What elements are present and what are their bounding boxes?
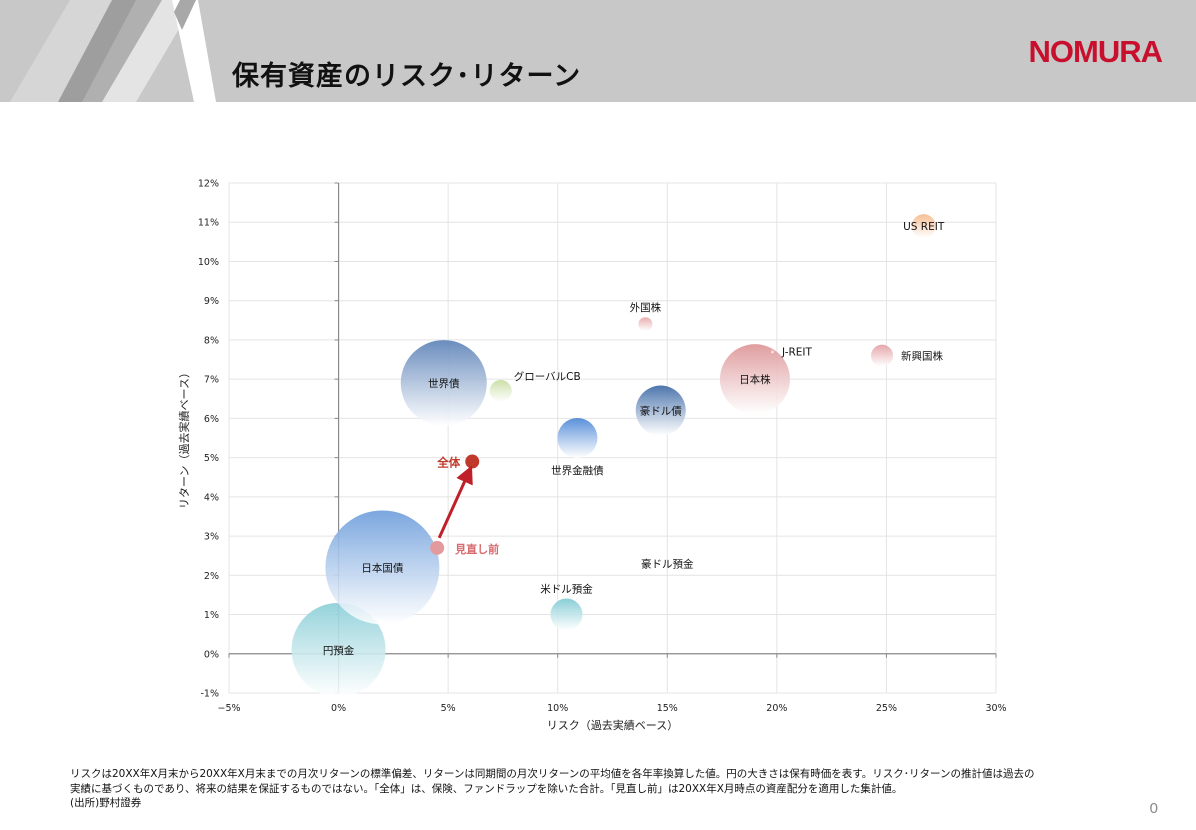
y-tick-label: 5% <box>204 453 219 464</box>
before-review-point <box>430 540 445 555</box>
bubble-label: J-REIT <box>781 347 813 359</box>
y-tick-label: 11% <box>198 218 219 229</box>
before-review-label: 見直し前 <box>454 542 499 556</box>
bubble-label: US REIT <box>903 221 945 233</box>
bubble-label: 米ドル預金 <box>540 583 593 596</box>
x-tick-label: 20% <box>766 703 787 714</box>
x-axis-title: リスク（過去実績ベース） <box>547 718 678 732</box>
x-tick-label: 25% <box>876 703 897 714</box>
bubble <box>635 385 686 436</box>
y-tick-label: 2% <box>204 571 219 582</box>
bubble <box>325 510 440 625</box>
footnote-source: (出所)野村證券 <box>70 797 142 809</box>
y-tick-label: 10% <box>198 257 219 268</box>
total-label: 全体 <box>436 456 460 470</box>
bubble-label: 日本株 <box>739 373 771 386</box>
bubble-label: 外国株 <box>630 301 662 314</box>
header-bar: 保有資産のリスク･リターン NOMURA <box>0 0 1196 102</box>
bubble-label: 新興国株 <box>901 350 943 363</box>
page-number: 0 <box>1149 800 1158 817</box>
page-title: 保有資産のリスク･リターン <box>232 61 582 92</box>
x-tick-label: −5% <box>217 703 240 714</box>
y-axis-title: リターン（過去実績ベース） <box>177 367 191 509</box>
y-tick-label: 4% <box>204 492 219 503</box>
x-tick-label: 0% <box>331 703 346 714</box>
y-tick-label: 9% <box>204 296 219 307</box>
y-tick-label: 1% <box>204 610 219 621</box>
x-tick-label: 15% <box>657 703 678 714</box>
x-tick-label: 5% <box>441 703 456 714</box>
bubble <box>638 317 653 332</box>
y-tick-label: 12% <box>198 179 219 190</box>
bubble <box>400 340 487 427</box>
bubble-label: 世界金融債 <box>551 464 604 477</box>
bubble <box>489 379 512 402</box>
review-arrow <box>437 465 473 539</box>
y-tick-label: -1% <box>201 689 220 700</box>
bubble-label: 世界債 <box>428 377 460 390</box>
footnote-line-1: リスクは20XX年X月末から20XX年X月末までの月次リターンの標準偏差、リター… <box>70 768 1035 780</box>
bubble-label: 豪ドル債 <box>640 405 682 418</box>
y-tick-label: 6% <box>204 414 219 425</box>
x-tick-label: 30% <box>985 703 1006 714</box>
bubble <box>871 344 894 367</box>
y-tick-label: 0% <box>204 649 219 660</box>
y-tick-label: 8% <box>204 335 219 346</box>
nomura-logo: NOMURA <box>1028 34 1163 69</box>
total-point <box>465 454 480 469</box>
bubble <box>557 418 598 458</box>
bubble-label: 日本国債 <box>361 561 403 574</box>
y-tick-label: 3% <box>204 532 219 543</box>
header-stripes-graphic <box>10 0 216 102</box>
bubble-label: 豪ドル預金 <box>641 558 694 571</box>
bubble-layer <box>291 214 936 697</box>
footnote: リスクは20XX年X月末から20XX年X月末までの月次リターンの標準偏差、リター… <box>70 767 1140 811</box>
y-tick-label: 7% <box>204 375 219 386</box>
bubble <box>550 598 583 631</box>
bubble <box>770 350 774 354</box>
bubble-label: グローバルCB <box>514 370 581 383</box>
risk-return-bubble-chart: -1% 0% 1% 2% 3% 4% 5% 6% 7% 8% 9% 10% 11% 12% −5% 0% 5% 1… <box>177 179 1007 733</box>
bubble <box>911 214 936 239</box>
bubble <box>291 602 386 697</box>
bubble-label: 円預金 <box>323 644 355 657</box>
bubble <box>719 344 790 415</box>
footnote-line-2: 実績に基づくものであり、将来の結果を保証するものではない。「全体」は、保険、ファ… <box>70 782 903 795</box>
x-tick-label: 10% <box>547 703 568 714</box>
